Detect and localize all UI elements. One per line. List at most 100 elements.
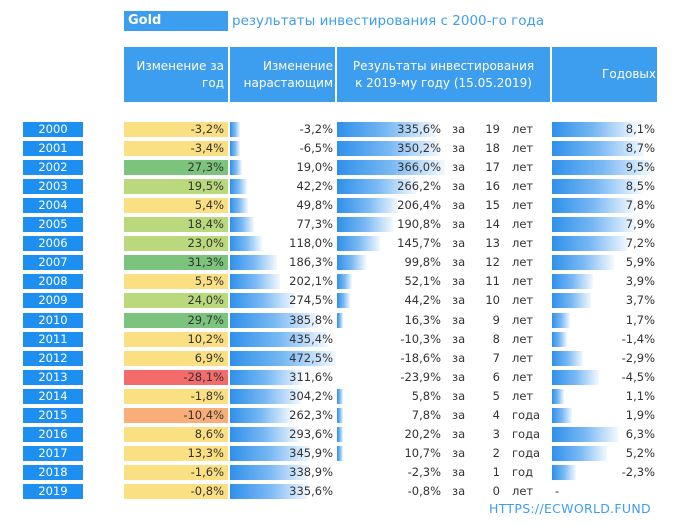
years-word: лет (512, 484, 534, 498)
years-count: 3 (492, 427, 500, 441)
years-count: 5 (492, 389, 500, 403)
result-value: 7,8% (411, 408, 441, 422)
change-cell: 31,3% (124, 255, 228, 270)
result-value: 44,2% (404, 293, 441, 307)
cumulative-bar (230, 122, 240, 137)
annual-bar (552, 179, 641, 194)
years-count: 16 (485, 179, 500, 193)
cumulative-value: 77,3% (296, 217, 333, 231)
cumulative-value: 472,5% (289, 351, 333, 365)
change-cell: -3,4% (124, 141, 228, 156)
za-label: за (452, 370, 466, 384)
years-count: 7 (492, 351, 500, 365)
result-value: -10,3% (400, 332, 441, 346)
years-word: лет (512, 370, 534, 384)
year-label: 2011 (23, 332, 83, 347)
annual-bar (552, 427, 618, 442)
annual-value: 8,1% (625, 122, 655, 136)
result-value: 52,1% (404, 274, 441, 288)
years-count: 17 (485, 160, 500, 174)
annual-value: 7,8% (625, 198, 655, 212)
change-cell: 24,0% (124, 293, 228, 308)
years-count: 18 (485, 141, 500, 155)
result-bar (337, 198, 398, 213)
year-label: 2002 (23, 160, 83, 175)
years-word: лет (512, 217, 534, 231)
result-value: -2,3% (407, 465, 441, 479)
years-word: год (512, 465, 534, 479)
annual-bar (552, 141, 644, 156)
years-word: лет (512, 274, 534, 288)
annual-bar (552, 122, 637, 137)
change-cell: 18,4% (124, 217, 228, 232)
result-value: 5,8% (411, 389, 441, 403)
year-label: 2009 (23, 293, 83, 308)
annual-bar (552, 351, 583, 366)
years-count: 15 (485, 198, 500, 212)
za-label: за (452, 313, 466, 327)
cumulative-bar (230, 293, 295, 308)
year-label: 2001 (23, 141, 83, 156)
za-label: за (452, 217, 466, 231)
cumulative-value: 385,8% (289, 313, 333, 327)
cumulative-value: 19,0% (296, 160, 333, 174)
cumulative-bar (230, 255, 277, 270)
annual-bar (552, 446, 607, 461)
annual-value: 8,7% (625, 141, 655, 155)
header-result-line1: Результаты инвестирования (352, 58, 535, 73)
years-count: 10 (485, 293, 500, 307)
cumulative-value: 311,6% (289, 370, 333, 384)
cumulative-bar (230, 351, 336, 366)
header-cumulative-line1: Изменение (262, 58, 333, 73)
years-count: 11 (485, 274, 500, 288)
annual-value: 3,9% (625, 274, 655, 288)
year-label: 2004 (23, 198, 83, 213)
year-label: 2017 (23, 446, 83, 461)
years-count: 9 (492, 313, 500, 327)
result-value: 335,6% (397, 122, 441, 136)
annual-bar (552, 217, 635, 232)
cumulative-value: 345,9% (289, 446, 333, 460)
cumulative-value: 42,2% (296, 179, 333, 193)
year-label: 2007 (23, 255, 83, 270)
za-label: за (452, 332, 466, 346)
title-label: Gold (124, 11, 228, 31)
website-url[interactable]: HTTPS://ECWORLD.FUND (489, 501, 651, 516)
za-label: за (452, 446, 466, 460)
change-cell: 10,2% (124, 332, 228, 347)
years-word: лет (512, 198, 534, 212)
result-bar (337, 122, 436, 137)
annual-value: -1,4% (621, 332, 655, 346)
cumulative-bar (230, 370, 303, 385)
cumulative-bar (230, 465, 308, 480)
year-label: 2010 (23, 313, 83, 328)
header-change-line2: год (202, 75, 224, 90)
year-label: 2019 (23, 484, 83, 499)
cumulative-bar (230, 313, 318, 328)
za-label: за (452, 160, 466, 174)
annual-bar (552, 408, 572, 423)
annual-bar (552, 255, 614, 270)
result-bar (337, 408, 343, 423)
za-label: за (452, 141, 466, 155)
years-word: лет (512, 332, 534, 346)
cumulative-bar (230, 408, 292, 423)
cumulative-bar (230, 427, 299, 442)
annual-bar (552, 198, 634, 213)
cumulative-bar (230, 141, 240, 156)
annual-bar (552, 389, 564, 404)
year-label: 2006 (23, 236, 83, 251)
za-label: за (452, 179, 466, 193)
result-value: 206,4% (397, 198, 441, 212)
cumulative-bar (230, 160, 242, 175)
annual-value: 1,9% (625, 408, 655, 422)
cumulative-value: 274,5% (289, 293, 333, 307)
header-change: Изменение за год (124, 47, 228, 102)
result-value: 190,8% (397, 217, 441, 231)
annual-value: 6,3% (625, 427, 655, 441)
annual-value: - (555, 484, 560, 498)
cumulative-bar (230, 274, 280, 289)
years-word: лет (512, 255, 534, 269)
cumulative-bar (230, 236, 262, 251)
years-word: года (512, 408, 541, 422)
